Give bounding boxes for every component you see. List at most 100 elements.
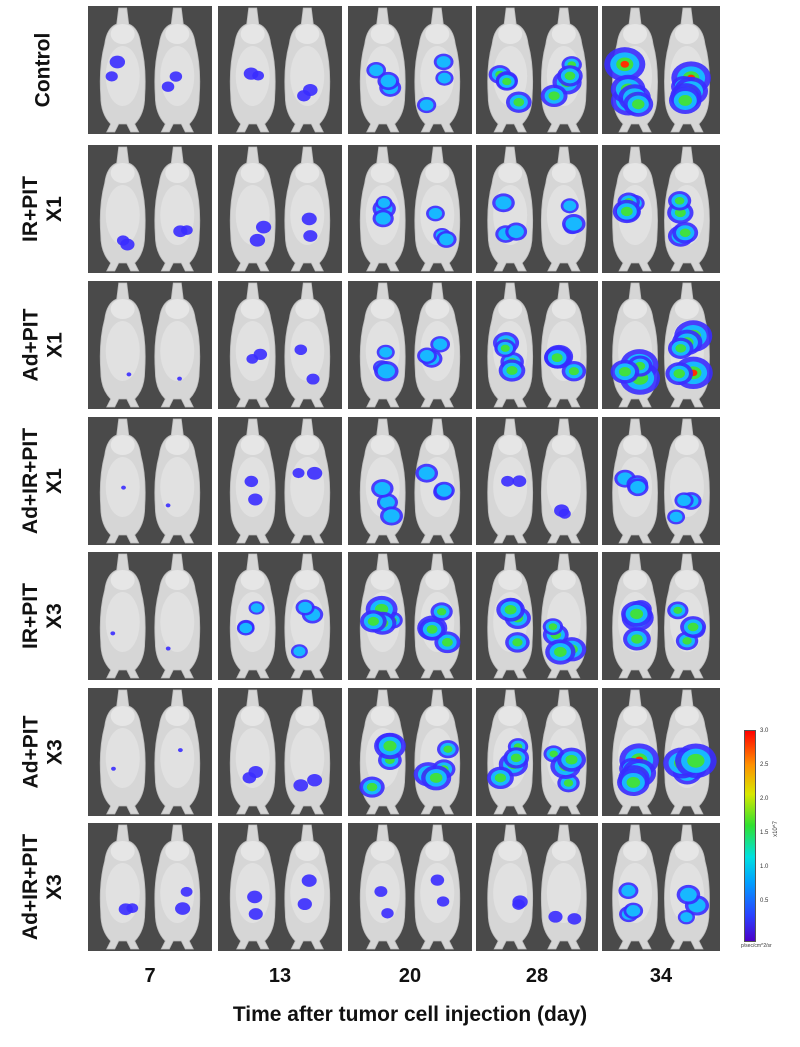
mouse-image-panel [348,823,472,951]
mouse-pair [229,418,331,544]
x-tick-label: 34 [649,965,673,987]
mouse-pair [612,146,710,272]
row-label: Ad+IR+PIT X1 [0,417,86,545]
mouse-image-panel [348,145,472,273]
color-scale-tick: 1.0 [760,864,769,870]
color-scale-tick: 1.5 [760,830,769,836]
mouse-image-panel [476,6,598,134]
mouse-pair [612,553,710,679]
mouse-image-panel [602,281,720,409]
mouse-pair [99,824,201,950]
mouse-image-panel [602,823,720,951]
row-label-line: X3 [43,874,67,900]
color-scale-tick: 0.5 [760,898,769,904]
color-scale-bar [744,730,756,942]
mouse-image-panel [218,281,342,409]
mouse-pair [487,146,587,272]
row-label-line: IR+PIT [19,176,42,242]
mouse-image-panel [88,823,212,951]
mouse-image-panel [88,6,212,134]
mouse-pair [612,418,710,544]
mouse-pair [359,418,461,544]
mouse-image-panel [602,552,720,680]
mouse-image-panel [476,552,598,680]
mouse-image-panel [476,823,598,951]
mouse-pair [486,689,587,815]
mouse-image-panel [218,6,342,134]
mouse-pair [99,689,201,815]
mouse-image-panel [88,552,212,680]
mouse-image-panel [476,688,598,816]
row-label: Ad+PIT X1 [0,281,86,409]
mouse-image-panel [602,417,720,545]
mouse-pair [487,553,587,679]
mouse-pair [487,418,587,544]
row-label: IR+PIT X1 [0,145,86,273]
row-label: Ad+PIT X3 [0,688,86,816]
color-scale-tick: 3.0 [760,728,769,734]
mouse-pair [229,553,331,679]
mouse-pair [229,282,331,408]
x-tick-label: 13 [268,965,292,987]
row-label-line: X3 [43,603,66,629]
mouse-image-panel [218,552,342,680]
mouse-pair [487,7,587,133]
x-tick-label: 7 [144,965,156,987]
mouse-image-panel [348,417,472,545]
mouse-pair [359,146,461,272]
mouse-image-panel [218,688,342,816]
mouse-pair [359,553,461,679]
row-label: Ad+IR+PIT X3 [0,823,86,951]
row-label: Control [0,6,86,134]
mouse-image-panel [602,688,720,816]
mouse-pair [604,7,711,133]
mouse-image-panel [348,281,472,409]
mouse-image-panel [602,145,720,273]
mouse-image-panel [348,688,472,816]
x-tick-label: 28 [525,965,549,987]
mouse-pair [487,824,587,950]
mouse-pair [612,824,710,950]
mouse-pair [229,7,331,133]
color-scale-footer: p/sec/cm^2/sr [741,943,772,949]
row-label-line: Ad+PIT [19,715,42,789]
mouse-image-panel [88,281,212,409]
row-label-line: X1 [43,196,66,222]
x-tick-label: 20 [398,965,422,987]
mouse-image-panel [348,552,472,680]
mouse-image-panel [218,823,342,951]
mouse-pair [487,282,587,408]
mouse-pair [359,282,461,408]
mouse-pair [359,7,461,133]
mouse-pair [99,7,201,133]
mouse-image-panel [218,417,342,545]
row-label-line: Ad+PIT [19,308,42,382]
color-scale-tick: 2.5 [760,762,769,768]
mouse-pair [99,553,201,679]
row-label-line: X3 [43,739,66,765]
mouse-image-panel [88,688,212,816]
mouse-image-panel [476,417,598,545]
row-label-line: Ad+IR+PIT [19,833,43,941]
mouse-pair [610,282,713,408]
mouse-pair [99,282,201,408]
row-label-line: Ad+IR+PIT [19,427,43,535]
mouse-image-panel [218,145,342,273]
row-label-line: X1 [43,332,66,358]
mouse-image-panel [602,6,720,134]
mouse-image-panel [348,6,472,134]
mouse-pair [99,418,201,544]
mouse-pair [229,824,331,950]
color-scale-unit: x10^7 [772,821,779,837]
mouse-pair [229,689,331,815]
mouse-image-panel [88,417,212,545]
mouse-pair [612,689,717,815]
row-label: IR+PIT X3 [0,552,86,680]
mouse-pair [229,146,331,272]
color-scale-tick: 2.0 [760,796,769,802]
row-label-line: IR+PIT [19,583,42,649]
row-label-line: Control [31,32,54,108]
row-label-line: X1 [43,468,67,494]
mouse-pair [359,689,461,815]
mouse-pair [99,146,201,272]
